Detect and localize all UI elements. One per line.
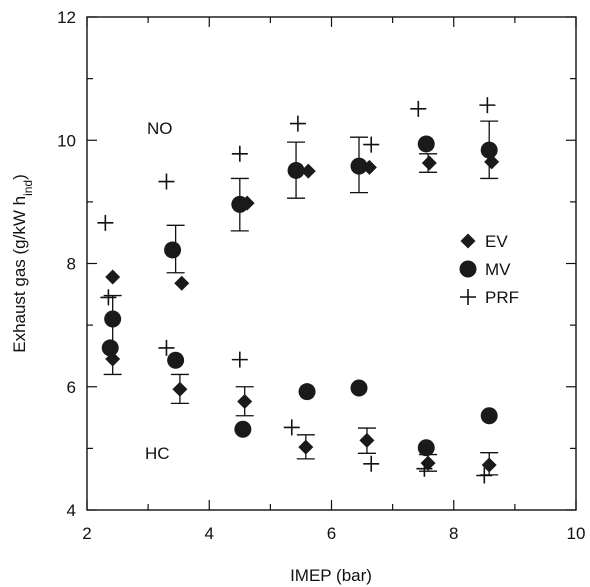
mv-point (101, 339, 119, 357)
ev-point (359, 432, 375, 448)
ev-point (298, 439, 314, 455)
annotation-no: NO (147, 119, 173, 138)
ev-point (421, 155, 437, 171)
legend-label-mv: MV (485, 260, 511, 279)
data-marks (97, 97, 500, 484)
prf-point (410, 100, 427, 117)
ev-point (481, 457, 497, 473)
y-tick-label: 12 (57, 8, 76, 27)
x-tick-label: 6 (327, 524, 336, 543)
mv-point (480, 141, 498, 159)
prf-point (416, 460, 433, 477)
mv-point (417, 135, 435, 153)
prf-point (97, 214, 114, 231)
y-tick-label: 4 (67, 501, 76, 520)
legend-marks (459, 233, 477, 305)
prf-point (283, 419, 300, 436)
legend-label-prf: PRF (485, 288, 519, 307)
legend-marker-prf (460, 289, 476, 305)
mv-point (104, 310, 122, 328)
prf-point (231, 351, 248, 368)
y-tick-label: 6 (67, 378, 76, 397)
ev-point (237, 394, 253, 410)
legend-label-ev: EV (485, 232, 508, 251)
mv-point (234, 420, 252, 438)
y-tick-label: 8 (67, 255, 76, 274)
y-axis-label-main: Exhaust gas (g/kW h (10, 196, 29, 353)
y-tick-label: 10 (57, 131, 76, 150)
y-axis-label: Exhaust gas (g/kW hind) (10, 174, 35, 353)
prf-point (158, 339, 175, 356)
y-axis-label-close: ) (10, 174, 29, 180)
mv-point (231, 195, 249, 213)
y-axis-label-sub: ind (21, 180, 35, 196)
series-mv (101, 135, 498, 457)
ev-point (174, 275, 190, 291)
x-tick-label: 2 (82, 524, 91, 543)
legend: EV MV PRF (459, 232, 519, 307)
prf-point (363, 455, 380, 472)
prf-point (476, 467, 493, 484)
ev-point (105, 269, 121, 285)
annotation-hc: HC (145, 444, 170, 463)
prf-point (231, 145, 248, 162)
mv-point (350, 379, 368, 397)
ev-point (300, 163, 316, 179)
mv-point (417, 439, 435, 457)
mv-point (167, 351, 185, 369)
prf-point (479, 97, 496, 114)
legend-marker-ev (460, 233, 476, 249)
x-axis-label: IMEP (bar) (290, 566, 372, 585)
prf-point (363, 136, 380, 153)
prf-point (100, 289, 117, 306)
mv-point (298, 383, 316, 401)
mv-point (350, 157, 368, 175)
mv-point (287, 161, 305, 179)
prf-point (289, 115, 306, 132)
x-tick-label: 8 (449, 524, 458, 543)
series-ev (105, 154, 500, 473)
mv-point (480, 407, 498, 425)
x-tick-label: 10 (567, 524, 586, 543)
series-prf (97, 97, 496, 484)
legend-marker-mv (459, 260, 477, 278)
axis-ticks (86, 16, 577, 511)
x-tick-label: 4 (205, 524, 214, 543)
ev-point (172, 381, 188, 397)
mv-point (164, 241, 182, 259)
prf-point (158, 173, 175, 190)
